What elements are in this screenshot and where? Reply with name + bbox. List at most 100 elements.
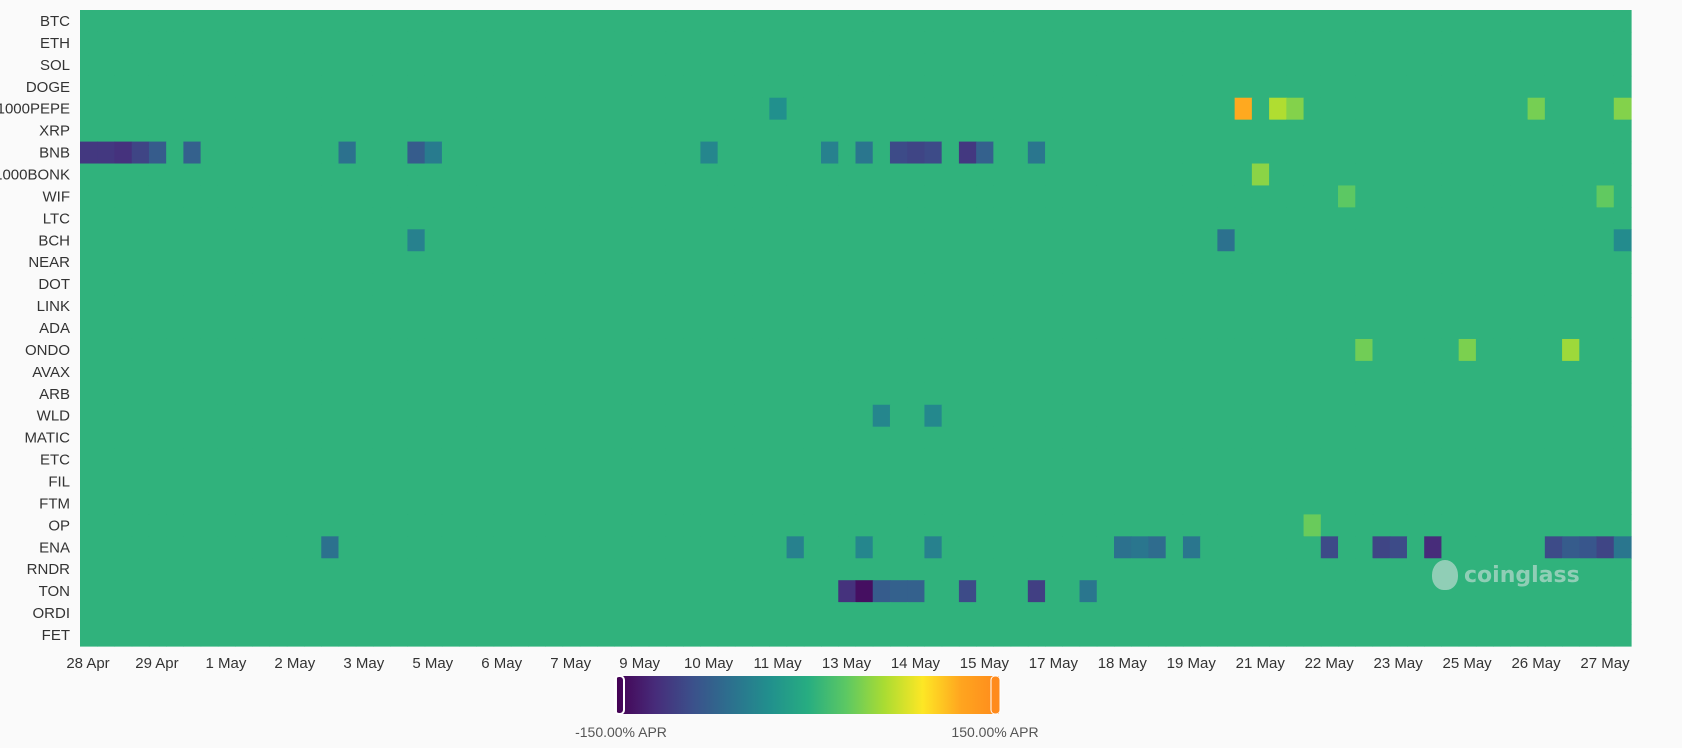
heatmap-cell[interactable] bbox=[1045, 558, 1063, 581]
heatmap-cell[interactable] bbox=[648, 229, 667, 252]
heatmap-cell[interactable] bbox=[80, 295, 98, 318]
heatmap-cell[interactable] bbox=[1148, 10, 1167, 33]
heatmap-cell[interactable] bbox=[734, 53, 753, 77]
heatmap-cell[interactable] bbox=[1234, 75, 1253, 99]
heatmap-cell[interactable] bbox=[304, 163, 322, 187]
heatmap-cell[interactable] bbox=[424, 141, 443, 165]
heatmap-cell[interactable] bbox=[1389, 97, 1408, 121]
heatmap-cell[interactable] bbox=[803, 514, 822, 537]
heatmap-cell[interactable] bbox=[907, 514, 926, 537]
heatmap-cell[interactable] bbox=[838, 97, 857, 121]
heatmap-cell[interactable] bbox=[1389, 624, 1408, 647]
heatmap-cell[interactable] bbox=[683, 514, 701, 537]
heatmap-cell[interactable] bbox=[1493, 141, 1511, 165]
heatmap-cell[interactable] bbox=[235, 10, 253, 33]
heatmap-cell[interactable] bbox=[1200, 536, 1218, 559]
heatmap-cell[interactable] bbox=[545, 229, 564, 252]
heatmap-cell[interactable] bbox=[1148, 53, 1167, 77]
heatmap-cell[interactable] bbox=[476, 580, 495, 603]
heatmap-cell[interactable] bbox=[838, 514, 857, 537]
heatmap-cell[interactable] bbox=[1475, 382, 1494, 406]
heatmap-cell[interactable] bbox=[1114, 53, 1132, 77]
heatmap-cell[interactable] bbox=[1062, 338, 1081, 362]
heatmap-cell[interactable] bbox=[855, 536, 874, 559]
heatmap-cell[interactable] bbox=[321, 536, 340, 559]
heatmap-cell[interactable] bbox=[1544, 404, 1563, 428]
heatmap-cell[interactable] bbox=[1251, 207, 1270, 230]
heatmap-cell[interactable] bbox=[769, 97, 788, 121]
heatmap-cell[interactable] bbox=[545, 426, 564, 450]
heatmap-cell[interactable] bbox=[683, 492, 701, 516]
heatmap-cell[interactable] bbox=[131, 317, 150, 340]
heatmap-cell[interactable] bbox=[924, 580, 943, 603]
heatmap-cell[interactable] bbox=[579, 536, 598, 559]
heatmap-cell[interactable] bbox=[941, 426, 960, 450]
heatmap-cell[interactable] bbox=[131, 295, 150, 318]
heatmap-cell[interactable] bbox=[1320, 295, 1339, 318]
heatmap-cell[interactable] bbox=[958, 10, 977, 33]
heatmap-cell[interactable] bbox=[1148, 514, 1167, 537]
heatmap-cell[interactable] bbox=[976, 338, 994, 362]
heatmap-cell[interactable] bbox=[958, 31, 977, 55]
heatmap-cell[interactable] bbox=[321, 624, 340, 647]
heatmap-cell[interactable] bbox=[683, 295, 701, 318]
heatmap-cell[interactable] bbox=[1510, 97, 1529, 121]
heatmap-cell[interactable] bbox=[1096, 185, 1115, 208]
heatmap-cell[interactable] bbox=[1062, 31, 1081, 55]
heatmap-cell[interactable] bbox=[1251, 317, 1270, 340]
heatmap-cell[interactable] bbox=[304, 382, 322, 406]
heatmap-cell[interactable] bbox=[528, 31, 546, 55]
heatmap-cell[interactable] bbox=[372, 53, 391, 77]
heatmap-cell[interactable] bbox=[993, 536, 1012, 559]
heatmap-cell[interactable] bbox=[1045, 602, 1063, 625]
heatmap-cell[interactable] bbox=[993, 295, 1012, 318]
heatmap-cell[interactable] bbox=[648, 580, 667, 603]
heatmap-cell[interactable] bbox=[1441, 185, 1460, 208]
heatmap-cell[interactable] bbox=[1579, 558, 1598, 581]
heatmap-cell[interactable] bbox=[665, 470, 684, 494]
heatmap-cell[interactable] bbox=[1096, 382, 1115, 406]
heatmap-cell[interactable] bbox=[390, 514, 409, 537]
heatmap-cell[interactable] bbox=[1251, 624, 1270, 647]
heatmap-cell[interactable] bbox=[441, 229, 460, 252]
heatmap-cell[interactable] bbox=[493, 251, 512, 274]
heatmap-cell[interactable] bbox=[1613, 229, 1632, 252]
heatmap-cell[interactable] bbox=[166, 492, 184, 516]
heatmap-cell[interactable] bbox=[217, 75, 236, 99]
heatmap-cell[interactable] bbox=[1251, 426, 1270, 450]
heatmap-cell[interactable] bbox=[1286, 426, 1305, 450]
heatmap-cell[interactable] bbox=[924, 382, 943, 406]
heatmap-cell[interactable] bbox=[528, 492, 546, 516]
heatmap-cell[interactable] bbox=[304, 602, 322, 625]
heatmap-cell[interactable] bbox=[579, 163, 598, 187]
heatmap-cell[interactable] bbox=[803, 338, 822, 362]
heatmap-cell[interactable] bbox=[1165, 360, 1184, 384]
heatmap-cell[interactable] bbox=[407, 492, 426, 516]
heatmap-cell[interactable] bbox=[1131, 10, 1150, 33]
heatmap-cell[interactable] bbox=[1458, 580, 1477, 603]
heatmap-cell[interactable] bbox=[441, 251, 460, 274]
heatmap-cell[interactable] bbox=[821, 97, 839, 121]
heatmap-cell[interactable] bbox=[941, 580, 960, 603]
heatmap-cell[interactable] bbox=[1079, 273, 1098, 296]
heatmap-cell[interactable] bbox=[1010, 602, 1029, 625]
heatmap-cell[interactable] bbox=[769, 404, 788, 428]
heatmap-cell[interactable] bbox=[528, 295, 546, 318]
heatmap-cell[interactable] bbox=[545, 404, 564, 428]
heatmap-cell[interactable] bbox=[528, 602, 546, 625]
heatmap-cell[interactable] bbox=[1493, 404, 1511, 428]
heatmap-cell[interactable] bbox=[941, 141, 960, 165]
heatmap-cell[interactable] bbox=[1027, 426, 1046, 450]
heatmap-cell[interactable] bbox=[631, 251, 650, 274]
heatmap-cell[interactable] bbox=[1182, 207, 1201, 230]
heatmap-cell[interactable] bbox=[941, 163, 960, 187]
heatmap-cell[interactable] bbox=[717, 273, 736, 296]
heatmap-cell[interactable] bbox=[597, 10, 615, 33]
heatmap-cell[interactable] bbox=[562, 119, 581, 143]
heatmap-cell[interactable] bbox=[1269, 75, 1287, 99]
heatmap-cell[interactable] bbox=[1079, 360, 1098, 384]
heatmap-cell[interactable] bbox=[459, 163, 477, 187]
heatmap-cell[interactable] bbox=[1286, 97, 1305, 121]
heatmap-cell[interactable] bbox=[286, 229, 305, 252]
heatmap-cell[interactable] bbox=[1114, 338, 1132, 362]
